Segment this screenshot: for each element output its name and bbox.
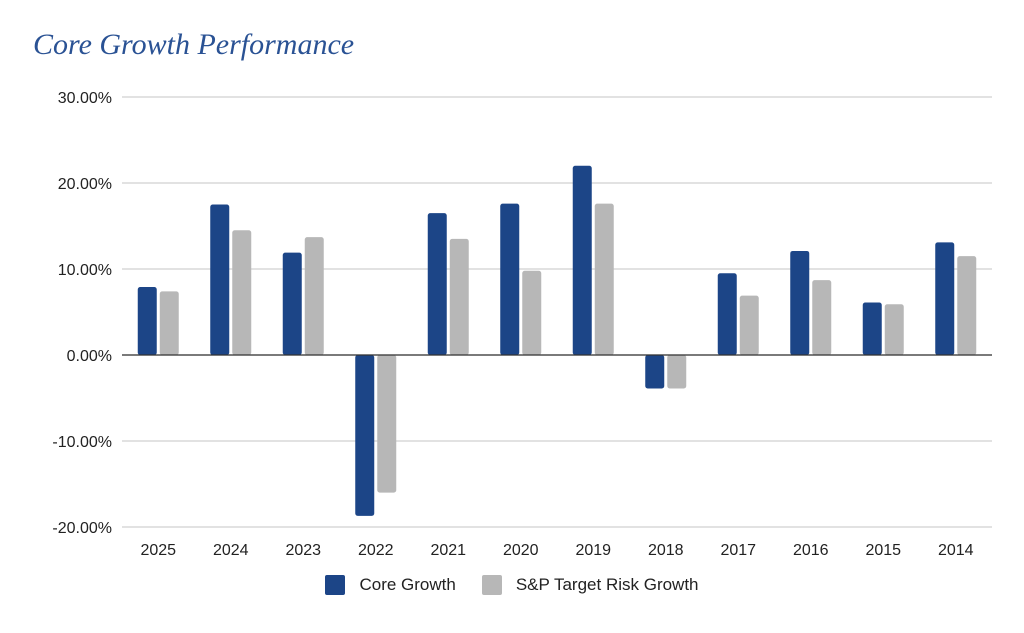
x-tick-label: 2017 bbox=[720, 542, 756, 559]
legend-swatch-sp-target-risk-growth bbox=[481, 575, 502, 595]
x-tick-label: 2014 bbox=[938, 542, 974, 559]
legend: Core Growth S&P Target Risk Growth bbox=[0, 575, 1024, 595]
bar-sp-target-risk-growth-2021 bbox=[449, 238, 469, 355]
legend-swatch-core-growth bbox=[325, 575, 346, 595]
chart-title: Core Growth Performance bbox=[33, 28, 355, 61]
x-tick-label: 2019 bbox=[575, 542, 611, 559]
x-tick-label: 2023 bbox=[285, 542, 321, 559]
bar-core-growth-2018 bbox=[645, 355, 665, 389]
bar-sp-target-risk-growth-2017 bbox=[739, 295, 759, 355]
x-tick-label: 2024 bbox=[213, 542, 249, 559]
bar-core-growth-2025 bbox=[137, 287, 157, 355]
legend-label-core-growth: Core Growth bbox=[359, 575, 456, 594]
bar-core-growth-2024 bbox=[210, 204, 230, 355]
legend-label-sp-target-risk-growth: S&P Target Risk Growth bbox=[515, 575, 699, 594]
bar-core-growth-2021 bbox=[427, 213, 447, 355]
y-tick-label: 10.00% bbox=[58, 262, 112, 279]
bar-core-growth-2014 bbox=[935, 242, 955, 355]
bar-sp-target-risk-growth-2022 bbox=[377, 355, 397, 493]
bar-core-growth-2023 bbox=[282, 252, 302, 355]
x-tick-label: 2021 bbox=[430, 542, 466, 559]
bar-sp-target-risk-growth-2019 bbox=[594, 203, 614, 355]
bar-sp-target-risk-growth-2016 bbox=[812, 280, 832, 355]
x-tick-label: 2018 bbox=[648, 542, 684, 559]
y-tick-label: -10.00% bbox=[52, 434, 112, 451]
x-tick-label: 2025 bbox=[140, 542, 176, 559]
bar-core-growth-2016 bbox=[790, 250, 810, 355]
bar-sp-target-risk-growth-2018 bbox=[667, 355, 687, 389]
x-tick-label: 2016 bbox=[793, 542, 829, 559]
x-tick-label: 2022 bbox=[358, 542, 394, 559]
bar-sp-target-risk-growth-2015 bbox=[884, 304, 904, 355]
bar-core-growth-2017 bbox=[717, 273, 737, 355]
x-tick-label: 2015 bbox=[865, 542, 901, 559]
bar-core-growth-2015 bbox=[862, 302, 882, 355]
bar-sp-target-risk-growth-2020 bbox=[522, 270, 542, 355]
bar-sp-target-risk-growth-2014 bbox=[957, 256, 977, 355]
x-tick-label: 2020 bbox=[503, 542, 539, 559]
y-tick-label: 30.00% bbox=[58, 90, 112, 107]
legend-item-sp-target-risk-growth[interactable]: S&P Target Risk Growth bbox=[481, 575, 699, 595]
legend-item-core-growth[interactable]: Core Growth bbox=[325, 575, 456, 595]
bar-core-growth-2019 bbox=[572, 165, 592, 355]
bar-sp-target-risk-growth-2025 bbox=[159, 291, 179, 355]
bar-sp-target-risk-growth-2023 bbox=[304, 237, 324, 355]
y-tick-label: -20.00% bbox=[52, 520, 112, 537]
bar-core-growth-2020 bbox=[500, 203, 520, 355]
y-tick-label: 0.00% bbox=[67, 348, 112, 365]
bar-sp-target-risk-growth-2024 bbox=[232, 230, 252, 355]
y-tick-label: 20.00% bbox=[58, 176, 112, 193]
bar-core-growth-2022 bbox=[355, 355, 375, 516]
